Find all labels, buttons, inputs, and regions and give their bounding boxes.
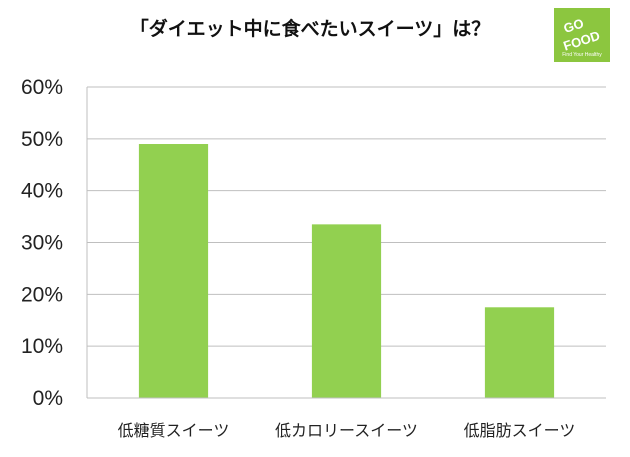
logo-tagline: Find Your Healthy — [562, 52, 602, 58]
brand-logo: GO FOOD Find Your Healthy — [554, 8, 610, 62]
x-tick-label: 低カロリースイーツ — [275, 421, 418, 440]
y-tick-label: 0% — [33, 387, 63, 410]
bar — [138, 144, 209, 398]
bar — [311, 224, 382, 398]
x-tick-labels: 低糖質スイーツ 低カロリースイーツ 低脂肪スイーツ — [118, 421, 576, 440]
bar — [484, 307, 555, 398]
y-tick-label: 30% — [21, 232, 63, 255]
x-tick-label: 低糖質スイーツ — [118, 421, 230, 440]
y-tick-labels: 0% 10% 20% 30% 40% 50% 60% — [21, 76, 63, 410]
x-tick-label: 低脂肪スイーツ — [464, 421, 576, 440]
logo-text-go: GO — [562, 15, 586, 36]
y-tick-label: 10% — [21, 335, 63, 358]
chart-title: 「ダイエット中に食べたいスイーツ」は？ — [130, 17, 490, 40]
y-tick-label: 20% — [21, 283, 63, 306]
bars — [138, 144, 555, 398]
y-tick-label: 50% — [21, 128, 63, 151]
y-tick-label: 60% — [21, 76, 63, 99]
y-tick-label: 40% — [21, 180, 63, 203]
logo-badge — [554, 8, 610, 62]
